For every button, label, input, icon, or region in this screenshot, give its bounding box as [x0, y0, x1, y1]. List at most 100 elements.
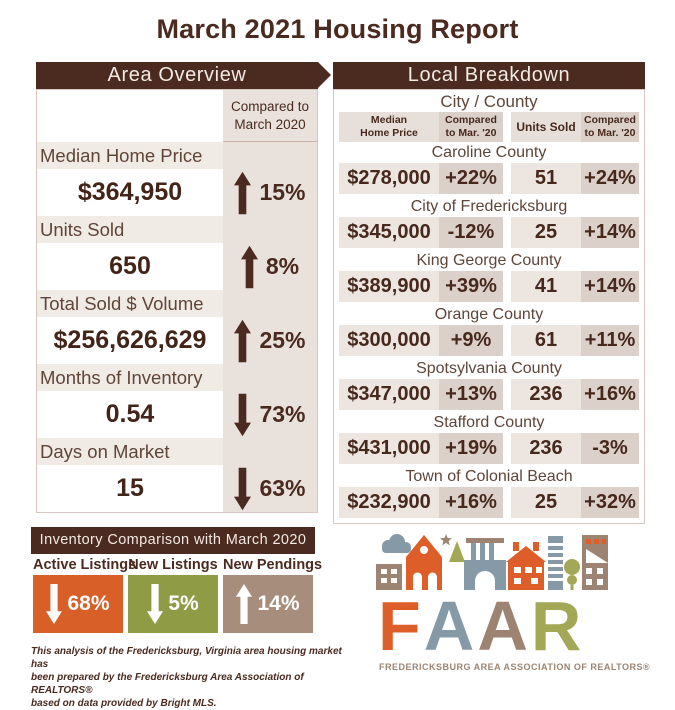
faar-letter: A: [477, 587, 528, 665]
units-sold-column-header: Units Sold: [511, 112, 581, 142]
county-price-change: +39%: [439, 271, 503, 302]
county-units-change: +32%: [581, 487, 639, 518]
area-overview-table: Compared to March 2020 Median Home Price…: [36, 89, 318, 513]
inventory-comparison-section: Inventory Comparison with March 2020 Act…: [31, 527, 361, 710]
faar-cityscape-icon: [376, 534, 608, 590]
county-median-price: $389,900: [339, 271, 439, 302]
county-units-change: +16%: [581, 379, 639, 410]
trend-arrow-icon: [234, 393, 252, 436]
inventory-item-label: New Listings: [128, 557, 218, 573]
faar-letter: R: [530, 587, 582, 665]
area-table-head-spacer: [37, 90, 223, 142]
star-icon: [440, 534, 452, 546]
area-metric-value: 650: [37, 243, 223, 290]
county-name: City of Fredericksburg: [410, 198, 568, 215]
inventory-comparison-header: Inventory Comparison with March 2020: [31, 527, 315, 554]
page-title: March 2021 Housing Report: [156, 14, 519, 44]
area-metric-value: $256,626,629: [37, 317, 223, 364]
county-median-price: $431,000: [339, 433, 439, 464]
area-metric-change: 63%: [223, 465, 317, 512]
county-values-row: $232,900 +16% 25 +32%: [339, 487, 639, 518]
county-units-sold: 25: [511, 217, 581, 248]
inventory-item-label: Active Listings: [33, 557, 137, 573]
column-gap: [503, 271, 511, 302]
bridge-icon: [464, 538, 506, 590]
county-units-change: +24%: [581, 163, 639, 194]
county-values-row: $278,000 +22% 51 +24%: [339, 163, 639, 194]
report-footnote: This analysis of the Fredericksburg, Vir…: [31, 646, 342, 709]
county-units-sold: 51: [511, 163, 581, 194]
county-name: Stafford County: [433, 414, 545, 431]
county-median-price: $232,900: [339, 487, 439, 518]
faar-letter: F: [378, 587, 421, 665]
county-name: Orange County: [434, 306, 544, 323]
county-values-row: $347,000 +13% 236 +16%: [339, 379, 639, 410]
column-gap: [503, 433, 511, 464]
county-values-row: $300,000 +9% 61 +11%: [339, 325, 639, 356]
building-icon: [376, 564, 402, 590]
county-price-change: -12%: [439, 217, 503, 248]
area-metric-change: 73%: [223, 391, 317, 438]
local-breakdown-column-headers: Median Home Price Compared to Mar. '20 U…: [339, 112, 639, 142]
area-metric-value: $364,950: [37, 169, 223, 216]
column-gap: [503, 217, 511, 248]
area-metric-value: 15: [37, 465, 223, 512]
inventory-item-box: 5%: [128, 575, 218, 633]
inventory-item-label: New Pendings: [223, 557, 323, 573]
county-median-price: $278,000: [339, 163, 439, 194]
column-gap: [503, 112, 511, 142]
area-metric-change: 8%: [223, 243, 317, 290]
county-name: Caroline County: [431, 144, 547, 161]
inventory-change-percent: 68%: [67, 592, 110, 615]
county-units-sold: 25: [511, 487, 581, 518]
county-price-change: +16%: [439, 487, 503, 518]
county-price-change: +19%: [439, 433, 503, 464]
median-home-price-column-header: Median Home Price: [339, 112, 439, 142]
tree-icon: [449, 541, 465, 562]
area-metric-change: 25%: [223, 317, 317, 364]
area-beige-spacer: [223, 216, 317, 243]
county-values-row: $431,000 +19% 236 -3%: [339, 433, 639, 464]
house-icon: [506, 542, 546, 590]
county-median-price: $347,000: [339, 379, 439, 410]
area-metric-change: 15%: [223, 169, 317, 216]
area-change-percent: 8%: [265, 253, 300, 279]
church-icon: [406, 535, 442, 590]
trend-arrow-icon: [46, 584, 63, 624]
trend-arrow-icon: [234, 319, 252, 362]
compared-to-mar20-column-header: Compared to Mar. '20: [439, 112, 503, 142]
area-beige-spacer: [223, 364, 317, 391]
area-metric-value: 0.54: [37, 391, 223, 438]
county-units-change: +11%: [581, 325, 639, 356]
area-overview-panel: Area Overview Compared to March 2020 Med…: [36, 62, 331, 513]
column-gap: [503, 325, 511, 356]
local-breakdown-rows: Caroline County $278,000 +22% 51 +24% Ci…: [339, 142, 639, 518]
county-values-row: $345,000 -12% 25 +14%: [339, 217, 639, 248]
column-gap: [503, 487, 511, 518]
column-gap: [503, 379, 511, 410]
tower-icon: [548, 536, 563, 590]
trend-arrow-icon: [236, 584, 253, 624]
county-units-sold: 236: [511, 379, 581, 410]
county-median-price: $345,000: [339, 217, 439, 248]
faar-logo: F A A R FREDERICKSBURG AREA ASSOCIATION …: [376, 530, 650, 672]
area-metric-label: Median Home Price: [37, 142, 223, 169]
area-change-percent: 73%: [259, 401, 306, 427]
faar-letter: A: [423, 587, 475, 665]
local-breakdown-body: City / County Median Home Price Compared…: [333, 89, 645, 524]
local-breakdown-panel: Local Breakdown City / County Median Hom…: [333, 62, 645, 524]
county-name: King George County: [416, 252, 562, 269]
area-metric-label: Months of Inventory: [37, 364, 223, 391]
area-beige-spacer: [223, 290, 317, 317]
trend-arrow-icon: [234, 171, 252, 214]
county-median-price: $300,000: [339, 325, 439, 356]
city-county-subtitle: City / County: [440, 92, 538, 111]
inventory-item-box: 68%: [33, 575, 123, 633]
trend-arrow-icon: [240, 245, 258, 288]
inventory-change-percent: 14%: [257, 592, 300, 615]
county-units-change: -3%: [581, 433, 639, 464]
inventory-labels-row: Active Listings New Listings New Pending…: [33, 557, 323, 573]
inventory-change-percent: 5%: [168, 592, 199, 615]
topiary-icon: [564, 559, 580, 590]
area-change-percent: 15%: [259, 179, 306, 205]
